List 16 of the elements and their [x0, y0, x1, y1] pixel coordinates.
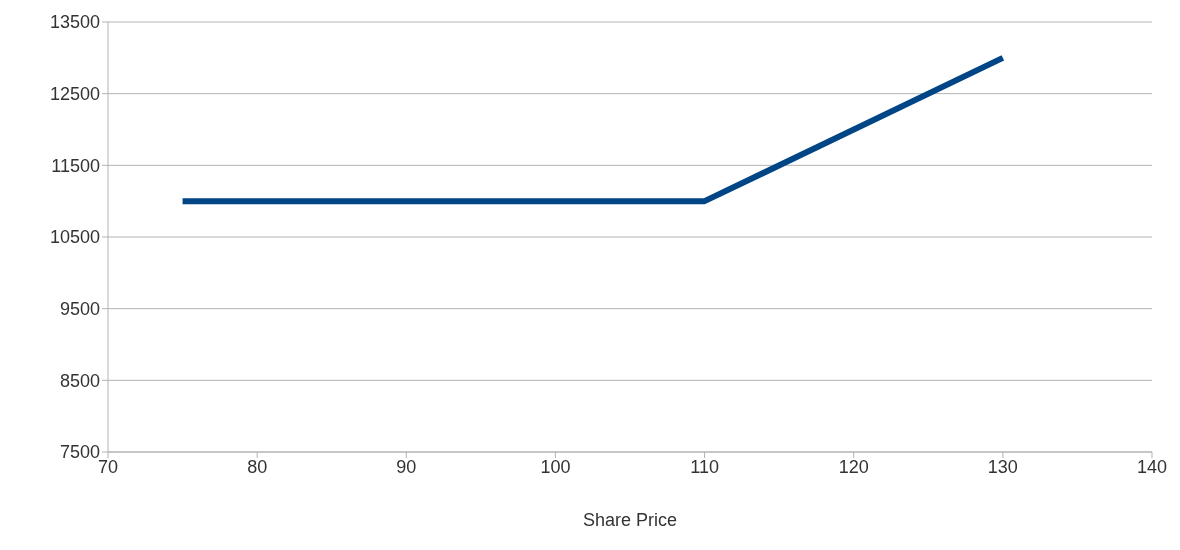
x-tick-label: 120 — [838, 456, 869, 477]
x-tick-label: 100 — [540, 456, 571, 477]
y-tick-label: 10500 — [49, 227, 100, 248]
x-tick-label: 80 — [247, 456, 268, 477]
x-tick-label: 130 — [987, 456, 1018, 477]
y-tick-label: 11500 — [51, 155, 100, 176]
y-tick-label: 9500 — [59, 299, 100, 320]
y-tick-label: 13500 — [49, 12, 100, 33]
x-axis-title: Share Price — [582, 510, 678, 530]
x-tick-label: 140 — [1136, 456, 1168, 477]
x-tick-label: 70 — [97, 456, 119, 477]
x-tick-label: 90 — [396, 456, 417, 477]
y-tick-label: 8500 — [59, 370, 100, 391]
y-tick-label: 7500 — [59, 442, 100, 463]
y-tick-label: 12500 — [49, 84, 100, 105]
x-tick-label: 110 — [690, 456, 719, 477]
